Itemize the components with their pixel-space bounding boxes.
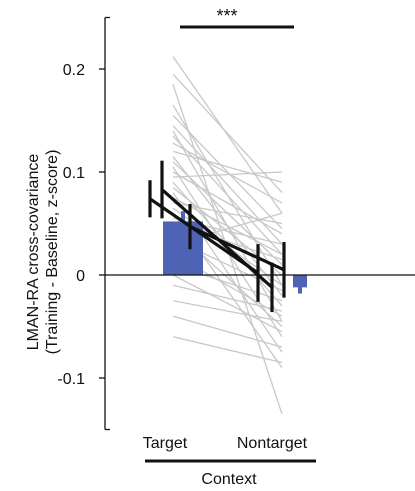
summary-line-2 [189, 225, 285, 272]
individual-line-8 [172, 142, 283, 204]
individual-line-14 [172, 171, 283, 178]
individual-line-31 [172, 300, 283, 322]
y-axis-label-line-2: (Training - Baseline, z-score) [44, 150, 61, 355]
axes-group: -0.1 0 0.1 0.2 [57, 16, 415, 463]
individual-line-29 [172, 274, 283, 333]
individual-line-13 [172, 171, 283, 235]
individual-line-33 [172, 336, 283, 364]
x-tick-label-target: Target [143, 435, 188, 452]
individual-line-7 [172, 135, 283, 255]
individual-line-9 [172, 150, 283, 183]
individual-line-30 [172, 284, 283, 312]
y-tick-label-1: 0 [76, 268, 85, 285]
y-axis-label-group: LMAN-RA cross-covariance (Training - Bas… [25, 150, 61, 355]
x-tick-label-nontarget: Nontarget [237, 435, 308, 452]
y-tick-label-3: 0.2 [63, 62, 85, 79]
y-tick-label-2: 0.1 [63, 165, 85, 182]
significance-label: *** [216, 6, 237, 26]
individual-line-4 [172, 114, 283, 230]
individual-line-5 [172, 125, 283, 245]
y-tick-label-0: -0.1 [57, 371, 85, 388]
individual-line-0 [172, 56, 283, 214]
individual-line-32 [172, 315, 283, 348]
y-axis-label-line-1: LMAN-RA cross-covariance [25, 154, 42, 351]
x-axis-label: Context [201, 471, 257, 488]
summary-lines-group [148, 160, 286, 313]
